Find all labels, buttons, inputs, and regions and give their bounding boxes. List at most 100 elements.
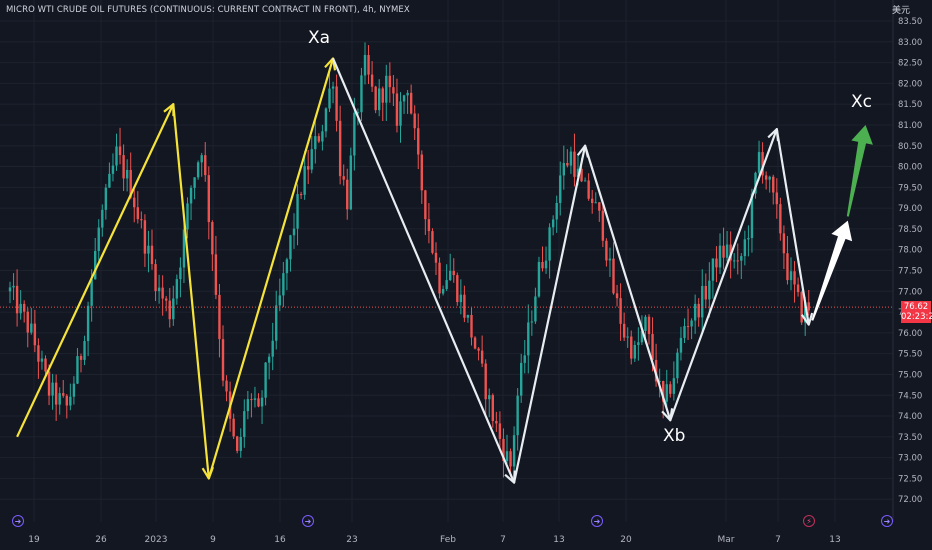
candle-body (292, 228, 296, 236)
candle-body (111, 165, 115, 174)
candle-body (445, 280, 448, 289)
candle-body (747, 237, 750, 240)
candle-body (622, 323, 626, 338)
candle-body (232, 418, 235, 437)
candle-body (179, 267, 182, 280)
candle-body (480, 350, 484, 364)
timeline-dividend-icon[interactable]: ⚡ (803, 515, 815, 527)
timeline-event-icon[interactable]: ➜ (881, 515, 893, 527)
candle-body (94, 251, 97, 280)
candle-body (615, 293, 619, 299)
candle-body (509, 451, 512, 467)
candle-body (317, 136, 321, 142)
candle-body (772, 176, 775, 193)
candle-body (264, 362, 267, 398)
candle-body (608, 258, 612, 261)
candle-body (271, 340, 274, 357)
y-tick-label: 73.00 (898, 454, 922, 464)
candle-body (140, 219, 143, 221)
y-tick-label: 76.00 (898, 329, 922, 339)
candle-body (605, 240, 608, 261)
candle-body (530, 321, 534, 323)
timeline-event-icon[interactable]: ➜ (591, 515, 603, 527)
candle-body (587, 180, 590, 199)
candle-body (79, 356, 83, 360)
candle-body (725, 244, 729, 258)
candle-body (591, 198, 594, 204)
candle-body (523, 355, 526, 363)
candle-body (786, 253, 789, 281)
candle-body (491, 395, 494, 422)
candle-body (701, 285, 704, 318)
candle-body (285, 259, 289, 274)
candle-body (324, 108, 328, 132)
candle-body (8, 287, 12, 292)
candle-body (97, 227, 100, 252)
candle-body (807, 302, 810, 311)
candle-body (473, 337, 477, 349)
x-tick-label: 13 (829, 535, 840, 545)
candle-body (566, 162, 569, 166)
candle-body (44, 358, 47, 372)
candle-body (754, 172, 757, 194)
candle-body (196, 162, 200, 178)
candle-body (466, 314, 470, 318)
candle-body (207, 175, 210, 223)
candle-body (488, 395, 491, 400)
candle-body (154, 264, 157, 292)
y-tick-label: 79.50 (898, 183, 922, 193)
candle-body (328, 88, 331, 109)
candle-body (157, 287, 161, 292)
candle-body (296, 194, 299, 229)
candle-body (214, 254, 218, 295)
candle-body (686, 326, 690, 328)
wave-arrowhead (767, 128, 780, 142)
x-tick-label: 26 (95, 535, 107, 545)
x-tick-label: Mar (718, 535, 735, 545)
candle-body (683, 326, 686, 338)
annotation-xb: Xb (663, 426, 686, 446)
candle-body (431, 231, 434, 253)
symbol-title: MICRO WTI CRUDE OIL FUTURES (CONTINUOUS:… (6, 5, 410, 15)
candle-body (697, 303, 700, 318)
timeline-event-icon[interactable]: ➜ (12, 515, 24, 527)
candle-body (175, 279, 179, 299)
candle-body (502, 438, 505, 461)
candle-body (598, 202, 601, 211)
candle-body (278, 295, 281, 306)
candle-body (321, 131, 324, 142)
last-price-value: 76.62 (903, 302, 929, 313)
candle-body (505, 451, 509, 461)
candle-body (374, 86, 377, 111)
wave-arrowhead (576, 144, 590, 158)
annotation-xa: Xa (308, 28, 331, 48)
wave-overlays (16, 57, 814, 484)
x-tick-label: 16 (274, 535, 286, 545)
y-tick-label: 83.50 (898, 17, 922, 27)
candle-body (211, 222, 214, 255)
candle-body (150, 245, 154, 265)
candle-body (495, 421, 498, 424)
candle-body (562, 162, 565, 176)
candle-body (360, 75, 363, 113)
candle-body (83, 341, 86, 360)
y-tick-label: 77.00 (898, 287, 922, 297)
wave-arrowhead (163, 103, 175, 117)
candle-body (193, 177, 196, 188)
candle-body (576, 168, 580, 177)
timeline-event-icon[interactable]: ➜ (302, 515, 314, 527)
candle-body (583, 180, 587, 182)
projection-arrow (846, 124, 873, 217)
y-tick-label: 78.50 (898, 225, 922, 235)
candle-body (186, 203, 189, 230)
candle-body (427, 219, 431, 232)
candle-body (19, 303, 22, 314)
candle-body (740, 256, 743, 261)
candle-body (544, 260, 548, 269)
candle-body (779, 204, 782, 234)
candle-body (757, 152, 761, 173)
candle-body (172, 298, 175, 320)
candle-body (115, 146, 118, 166)
candle-body (676, 352, 679, 379)
